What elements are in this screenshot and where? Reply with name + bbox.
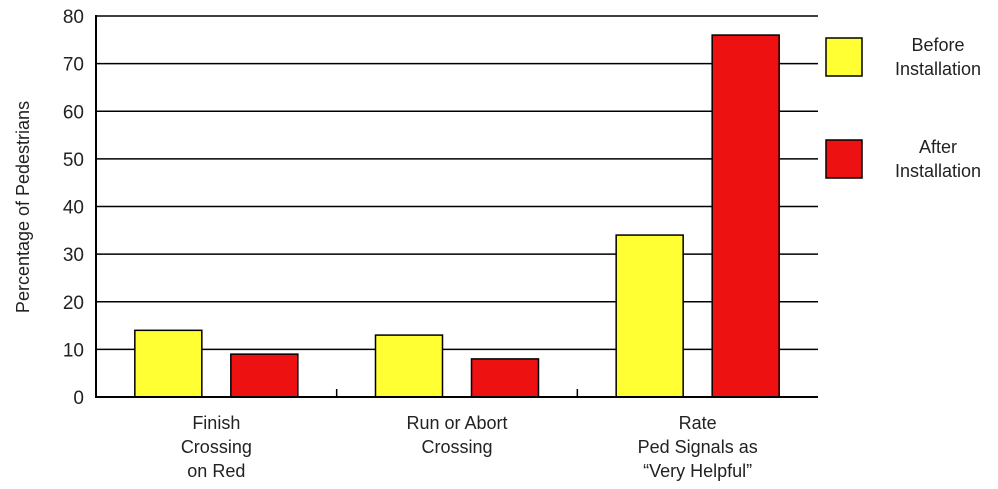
y-axis-label: Percentage of Pedestrians [13,101,33,313]
x-category-label-line: Rate [679,413,717,433]
x-category-labels: Finish Crossing on Red Run or Abort Crossing… [181,413,758,481]
x-category-label-line: Crossing [181,437,252,457]
legend-swatch [825,139,863,179]
y-tick-labels: 0 10 20 30 40 50 60 70 80 [63,7,84,409]
legend-label-line: Installation [895,161,981,181]
bar [374,334,444,398]
x-category-label: Run or Abort Crossing [406,413,507,457]
x-category-label-line: Ped Signals as [638,437,758,457]
x-category-label-line: Finish [192,413,240,433]
gridlines [96,15,818,351]
x-category-label-line: on Red [187,461,245,481]
legend-label-line: Installation [895,59,981,79]
y-tick-label: 10 [63,340,84,361]
y-tick-label: 60 [63,102,84,123]
bar [615,234,684,398]
y-tick-label: 70 [63,55,84,76]
legend-swatch [825,37,863,77]
x-category-label-line: Run or Abort [406,413,507,433]
y-tick-label: 40 [63,198,84,219]
bar [134,329,203,398]
y-tick-label: 20 [63,293,84,314]
legend-label: After Installation [895,137,981,181]
bars [134,34,780,398]
y-tick-label: 80 [63,7,84,28]
x-category-label-line: “Very Helpful” [643,461,752,481]
x-category-label-line: Crossing [421,437,492,457]
legend-label: Before Installation [895,35,981,79]
bar [230,353,299,398]
bar [470,358,540,398]
y-tick-label: 0 [73,388,84,409]
y-tick-label: 50 [63,150,84,171]
legend-label-line: Before [911,35,964,55]
legend: Before Installation After Installation [825,35,981,181]
axes [95,15,818,398]
x-category-label: Rate Ped Signals as “Very Helpful” [638,413,758,481]
bar [711,34,780,398]
x-category-label: Finish Crossing on Red [181,413,252,481]
y-tick-label: 30 [63,245,84,266]
legend-label-line: After [919,137,957,157]
